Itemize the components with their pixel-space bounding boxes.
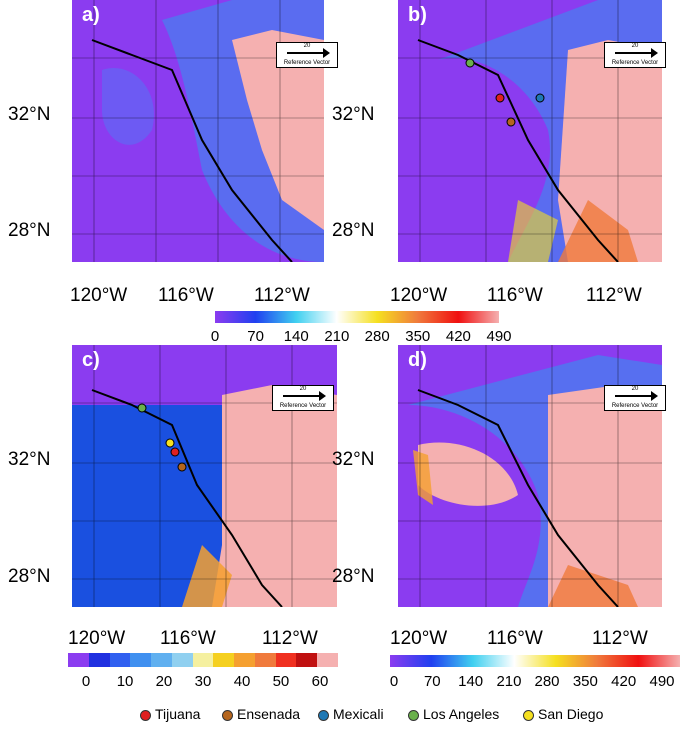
colorbar-tick: 140 — [458, 673, 484, 690]
panel-label-c: c) — [82, 349, 100, 371]
arrow-right-icon — [615, 391, 658, 401]
reference-vector-label: Reference Vector — [611, 403, 659, 409]
colorbar-tick: 60 — [311, 673, 329, 690]
legend-label: Tijuana — [155, 706, 201, 722]
lon-label-112w-bottom-right: 112°W — [592, 628, 648, 649]
legend-item-ensenada: Ensenada — [222, 706, 300, 722]
tijuana-marker-icon — [140, 709, 151, 721]
panel-label-d: d) — [408, 349, 427, 371]
colorbar-tick: 70 — [247, 328, 264, 345]
tijuana-marker — [495, 93, 505, 103]
lat-label-32n-top-left: 32°N — [8, 104, 51, 125]
lon-label-120w-bottom-left: 120°W — [68, 628, 126, 649]
reference-vector-value: 20 — [631, 386, 639, 392]
colorbar-top — [215, 311, 499, 323]
panel-label-b: b) — [408, 4, 427, 26]
lat-label-32n-top-right: 32°N — [332, 104, 375, 125]
panel-label-a: a) — [82, 4, 100, 26]
arrow-right-icon — [287, 48, 330, 58]
reference-vector-a: 20 Reference Vector — [276, 42, 338, 68]
san-diego-marker — [165, 438, 175, 448]
tijuana-marker — [170, 447, 180, 457]
lon-label-116w-bottom-left: 116°W — [160, 628, 216, 649]
arrow-right-icon — [615, 48, 658, 58]
legend-label: San Diego — [538, 706, 604, 722]
lat-label-28n-bottom-left: 28°N — [8, 566, 51, 587]
los-angeles-marker — [465, 58, 475, 68]
lon-label-116w-top-left: 116°W — [158, 285, 214, 306]
legend-item-tijuana: Tijuana — [140, 706, 200, 722]
reference-vector-value: 20 — [299, 386, 307, 392]
legend-label: Los Angeles — [423, 706, 500, 722]
colorbar-tick: 280 — [534, 673, 560, 690]
reference-vector-label: Reference Vector — [611, 60, 659, 66]
ensenada-marker — [506, 117, 516, 127]
legend-label: Mexicali — [333, 706, 384, 722]
colorbar-tick: 490 — [486, 328, 512, 345]
san-diego-marker-icon — [523, 709, 534, 721]
reference-vector-label: Reference Vector — [279, 403, 327, 409]
mexicali-marker-icon — [318, 709, 329, 721]
colorbar-tick: 40 — [233, 673, 251, 690]
city-legend: Tijuana Ensenada Mexicali Los Angeles Sa… — [140, 706, 660, 726]
lat-label-28n-top-left: 28°N — [8, 220, 51, 241]
colorbar-tick: 350 — [405, 328, 431, 345]
los-angeles-marker — [137, 403, 147, 413]
lat-label-28n-top-right: 28°N — [332, 220, 375, 241]
reference-vector-value: 20 — [631, 43, 639, 49]
colorbar-right — [390, 655, 680, 667]
los-angeles-marker-icon — [408, 709, 419, 721]
colorbar-tick: 20 — [155, 673, 173, 690]
lon-label-120w-bottom-right: 120°W — [390, 628, 448, 649]
colorbar-tick: 50 — [272, 673, 290, 690]
lon-label-120w-top-right: 120°W — [390, 285, 448, 306]
colorbar-tick: 420 — [445, 328, 471, 345]
map-b-graphic — [398, 0, 662, 262]
legend-item-san-diego: San Diego — [523, 706, 603, 722]
ensenada-marker — [177, 462, 187, 472]
colorbar-tick: 0 — [81, 673, 91, 690]
colorbar-tick: 140 — [283, 328, 309, 345]
map-panel-d: d) 20 Reference Vector — [398, 345, 666, 607]
colorbar-tick: 70 — [423, 673, 441, 690]
colorbar-tick: 210 — [496, 673, 522, 690]
lat-label-32n-bottom-left: 32°N — [8, 449, 51, 470]
colorbar-tick: 0 — [210, 328, 220, 345]
map-panel-a: a) 20 Reference Vector — [72, 0, 338, 262]
map-panel-b: b) 20 Reference Vector — [398, 0, 666, 262]
colorbar-left — [68, 653, 338, 667]
colorbar-tick: 280 — [364, 328, 390, 345]
reference-vector-c: 20 Reference Vector — [272, 385, 334, 411]
colorbar-tick: 350 — [572, 673, 598, 690]
reference-vector-label: Reference Vector — [283, 60, 331, 66]
colorbar-tick: 30 — [194, 673, 212, 690]
lat-label-28n-bottom-right: 28°N — [332, 566, 375, 587]
mexicali-marker — [535, 93, 545, 103]
colorbar-tick: 10 — [116, 673, 134, 690]
lon-label-112w-top-left: 112°W — [254, 285, 310, 306]
reference-vector-d: 20 Reference Vector — [604, 385, 666, 411]
legend-item-los-angeles: Los Angeles — [408, 706, 499, 722]
reference-vector-value: 20 — [303, 43, 311, 49]
lon-label-116w-top-right: 116°W — [487, 285, 543, 306]
legend-label: Ensenada — [237, 706, 301, 722]
colorbar-tick: 0 — [389, 673, 399, 690]
lon-label-112w-bottom-left: 112°W — [262, 628, 318, 649]
lon-label-112w-top-right: 112°W — [586, 285, 642, 306]
arrow-right-icon — [283, 391, 326, 401]
colorbar-tick: 490 — [649, 673, 675, 690]
legend-item-mexicali: Mexicali — [318, 706, 384, 722]
map-panel-c: c) 20 Reference Vector — [72, 345, 337, 607]
map-d-graphic — [398, 345, 662, 607]
colorbar-tick: 210 — [324, 328, 350, 345]
lon-label-120w-top-left: 120°W — [70, 285, 128, 306]
lat-label-32n-bottom-right: 32°N — [332, 449, 375, 470]
colorbar-tick: 420 — [611, 673, 637, 690]
reference-vector-b: 20 Reference Vector — [604, 42, 666, 68]
map-a-graphic — [72, 0, 324, 262]
lon-label-116w-bottom-right: 116°W — [487, 628, 543, 649]
ensenada-marker-icon — [222, 709, 233, 721]
